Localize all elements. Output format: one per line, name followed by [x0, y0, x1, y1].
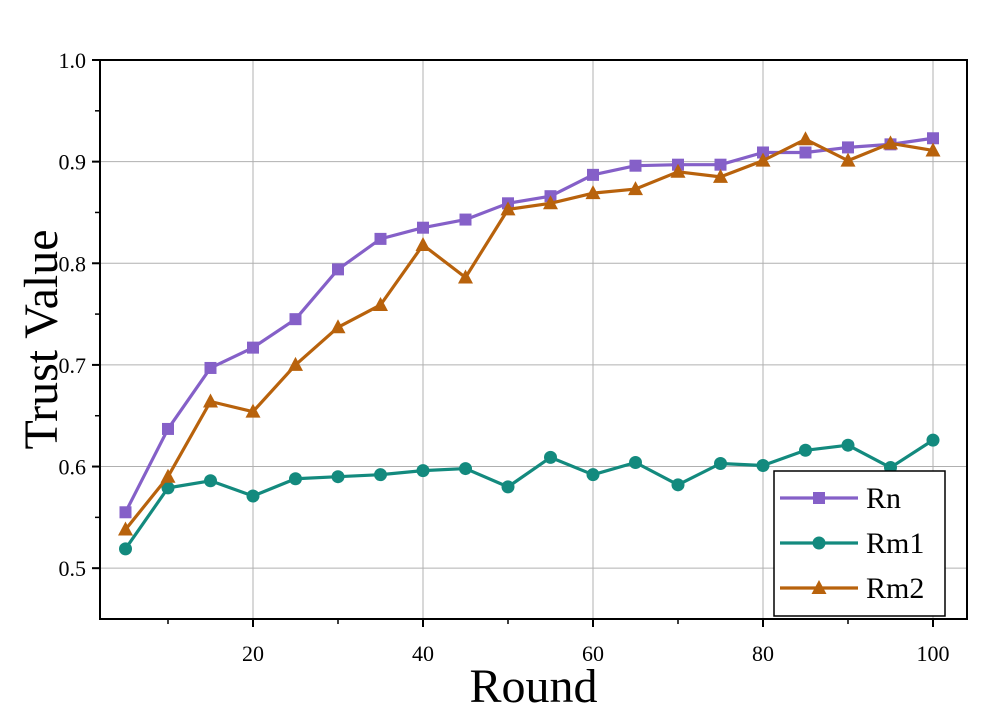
- data-point-Rn: [204, 361, 217, 374]
- data-point-Rn: [587, 168, 599, 181]
- data-point-Rm2: [203, 393, 218, 408]
- data-point-Rm2: [798, 131, 813, 146]
- data-point-Rn: [289, 313, 302, 326]
- data-point-Rm1: [926, 433, 940, 447]
- data-point-Rm1: [119, 542, 132, 556]
- legend: Rn Rm1 Rm2: [773, 470, 946, 617]
- data-point-Rm1: [799, 443, 812, 457]
- legend-label-Rn: Rn: [866, 482, 901, 515]
- data-point-Rn: [842, 141, 854, 154]
- data-point-Rn: [459, 213, 472, 226]
- y-tick-label: 0.9: [59, 150, 87, 175]
- data-point-Rm2: [458, 269, 473, 284]
- series-layer: [118, 131, 941, 556]
- data-point-Rn: [757, 146, 769, 159]
- axis-ticks: 20 40 60 80 100 0.5 0.6 0.7 0.8 0.9 1.0: [59, 48, 950, 666]
- y-axis-title: Trust Value: [15, 229, 68, 449]
- data-point-Rm1: [331, 470, 345, 484]
- x-tick-label: 100: [917, 641, 950, 666]
- data-point-Rm1: [204, 474, 217, 488]
- data-point-Rm1: [416, 464, 430, 478]
- data-point-Rm2: [500, 201, 516, 216]
- y-tick-label: 0.6: [59, 455, 87, 480]
- series-Rm1: [119, 433, 940, 556]
- data-point-Rn: [714, 158, 727, 171]
- data-point-Rm1: [161, 481, 175, 495]
- series-Rn: [119, 132, 939, 519]
- data-point-Rm2: [585, 185, 601, 200]
- data-point-Rm1: [289, 472, 302, 486]
- data-point-Rm2: [245, 403, 261, 418]
- data-point-Rm1: [671, 478, 685, 492]
- y-tick-label: 1.0: [59, 48, 87, 73]
- x-tick-label: 80: [752, 641, 774, 666]
- data-point-Rm2: [670, 163, 686, 178]
- legend-label-Rm1: Rm1: [866, 527, 924, 560]
- data-point-Rn: [332, 263, 344, 276]
- data-point-Rm1: [544, 450, 557, 464]
- series-line-Rm1: [124, 438, 934, 550]
- data-point-Rm2: [713, 168, 728, 183]
- y-tick-label: 0.7: [59, 353, 87, 378]
- data-point-Rm1: [246, 489, 260, 503]
- data-point-Rn: [629, 159, 642, 172]
- data-point-Rn: [374, 232, 387, 245]
- data-point-Rn: [927, 132, 939, 145]
- data-point-Rn: [799, 146, 812, 159]
- data-point-Rm2: [840, 152, 856, 167]
- data-point-Rm1: [501, 480, 515, 494]
- data-point-Rm1: [756, 459, 770, 473]
- data-point-Rm2: [373, 296, 388, 311]
- legend-label-Rm2: Rm2: [866, 572, 924, 605]
- data-point-Rm2: [543, 195, 558, 210]
- legend-marker-Rn: [813, 492, 825, 504]
- data-point-Rm1: [586, 468, 600, 482]
- legend-marker-Rm1: [812, 536, 826, 550]
- data-point-Rm1: [459, 462, 472, 476]
- legend-marker-Rm2: [811, 580, 827, 594]
- data-point-Rm2: [118, 521, 133, 536]
- data-point-Rm2: [755, 152, 771, 167]
- data-point-Rm2: [330, 319, 346, 334]
- series-Rm2: [118, 131, 941, 536]
- x-tick-label: 40: [412, 641, 434, 666]
- x-tick-label: 20: [242, 641, 264, 666]
- y-tick-label: 0.5: [59, 556, 87, 581]
- data-point-Rn: [417, 221, 429, 234]
- data-point-Rm1: [629, 455, 642, 469]
- data-point-Rm1: [374, 468, 387, 482]
- data-point-Rm2: [628, 181, 643, 196]
- plot-area-frame: [99, 59, 968, 620]
- series-line-Rm2: [124, 137, 934, 531]
- data-point-Rn: [119, 506, 132, 519]
- data-point-Rm1: [841, 438, 855, 452]
- y-tick-label: 0.8: [59, 251, 87, 276]
- data-point-Rm1: [714, 456, 727, 470]
- data-point-Rm2: [160, 468, 176, 483]
- x-axis-title: Round: [469, 660, 597, 707]
- x-tick-label: 60: [582, 641, 604, 666]
- data-point-Rm2: [288, 356, 303, 371]
- series-line-Rn: [124, 136, 934, 514]
- data-point-Rm2: [415, 236, 431, 251]
- data-point-Rn: [162, 422, 174, 435]
- data-point-Rm2: [883, 135, 898, 150]
- data-point-Rm2: [925, 142, 941, 157]
- data-point-Rn: [247, 341, 259, 354]
